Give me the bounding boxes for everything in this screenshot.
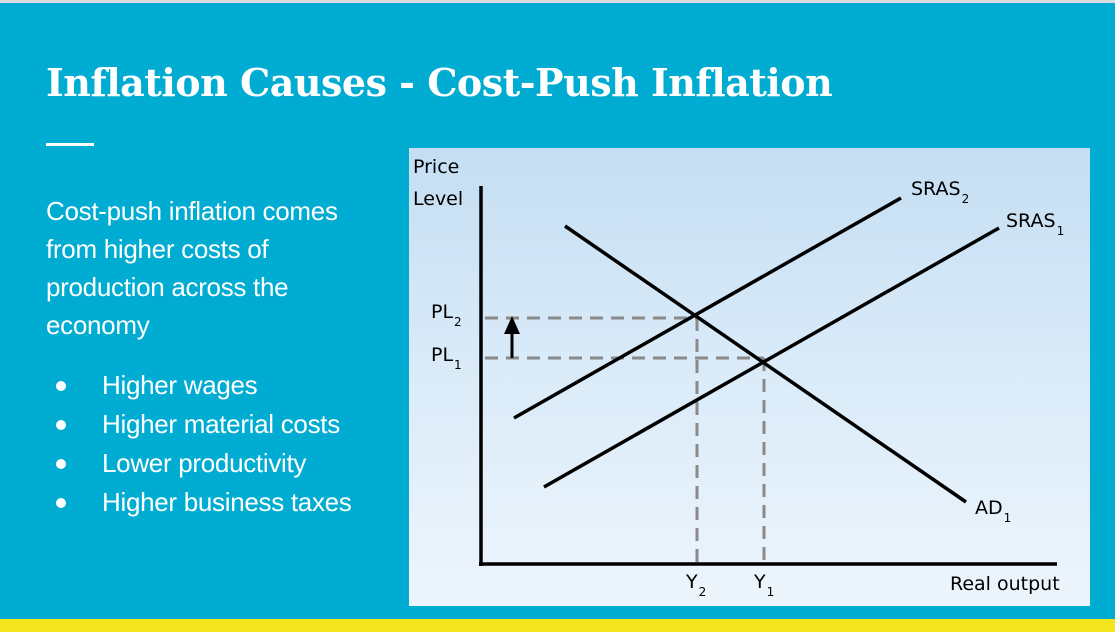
bullet-text: Higher business taxes: [102, 487, 352, 517]
bullet-item: Higher wages: [46, 366, 386, 405]
bottom-accent-bar: [0, 619, 1115, 632]
bullet-text: Lower productivity: [102, 448, 307, 478]
intro-text: Cost-push inflation comes from higher co…: [46, 196, 338, 340]
pl2-label: PL2: [431, 301, 462, 329]
slide-title: Inflation Causes - Cost-Push Inflation: [46, 60, 833, 105]
title-underline: [46, 143, 94, 146]
bullet-text: Higher material costs: [102, 409, 340, 439]
diagram-svg: Price Level Real output SRAS2 SRAS1 AD1: [413, 156, 1064, 599]
top-edge: [0, 0, 1115, 3]
y1-label: Y1: [753, 571, 774, 599]
bullet-list: Higher wages Higher material costs Lower…: [46, 366, 386, 522]
pl1-label: PL1: [431, 344, 462, 372]
bullet-dot-icon: [56, 498, 66, 508]
bullet-dot-icon: [56, 459, 66, 469]
up-arrow-icon: [504, 316, 520, 334]
x-axis-label: Real output: [950, 573, 1060, 595]
sras1-label: SRAS1: [1006, 210, 1064, 238]
sras1-curve: [543, 226, 1000, 489]
y2-label: Y2: [685, 571, 706, 599]
y-axis-label-line2: Level: [413, 188, 463, 210]
sras2-curve: [513, 196, 902, 420]
bullet-item: Higher material costs: [46, 405, 386, 444]
ad1-label: AD1: [975, 497, 1011, 525]
bullet-dot-icon: [56, 381, 66, 391]
bullet-dot-icon: [56, 420, 66, 430]
bullet-item: Higher business taxes: [46, 483, 386, 522]
sras2-label: SRAS2: [911, 178, 969, 206]
y-axis-label-line1: Price: [413, 156, 459, 178]
ad1-curve: [564, 224, 967, 504]
bullet-item: Lower productivity: [46, 444, 386, 483]
bullet-text: Higher wages: [102, 370, 258, 400]
cost-push-diagram: Price Level Real output SRAS2 SRAS1 AD1: [409, 148, 1090, 606]
